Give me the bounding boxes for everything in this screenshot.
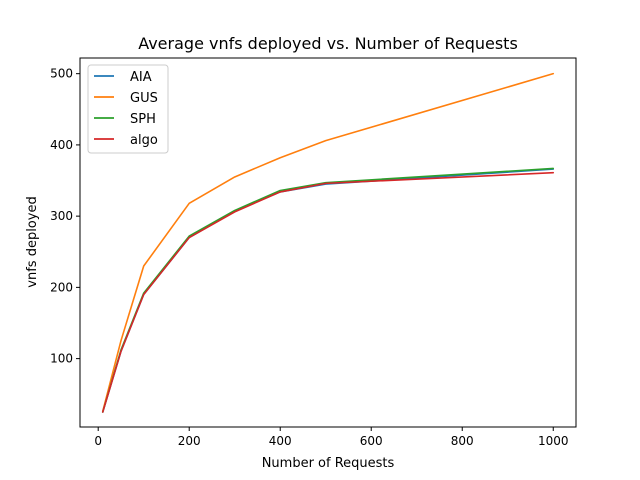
x-tick-label: 200	[178, 434, 201, 448]
x-tick-label: 800	[451, 434, 474, 448]
y-tick-label: 200	[50, 280, 73, 294]
legend-label-sph: SPH	[130, 112, 156, 127]
legend-box	[87, 64, 169, 154]
y-tick-label: 300	[50, 209, 73, 223]
series-line-algo	[101, 171, 555, 413]
chart-title: Average vnfs deployed vs. Number of Requ…	[138, 34, 518, 53]
x-tick-label: 600	[360, 434, 383, 448]
series-line-gus	[101, 72, 555, 413]
x-tick-label: 1000	[538, 434, 569, 448]
x-axis-label: Number of Requests	[262, 456, 395, 471]
y-axis: 100 200 300 400 500	[50, 67, 80, 366]
plot-frame	[79, 57, 577, 428]
y-tick-label: 100	[50, 352, 73, 366]
legend-label-aia: AIA	[130, 70, 152, 85]
y-tick-label: 400	[50, 138, 73, 152]
y-axis-label: vnfs deployed	[25, 196, 40, 287]
legend-label-gus: GUS	[130, 91, 158, 106]
series-line-aia	[101, 168, 555, 413]
series-line-sph	[101, 167, 555, 413]
x-axis: 0 200 400 600 800 1000	[94, 427, 569, 448]
x-tick-label: 0	[94, 434, 102, 448]
x-tick-label: 400	[269, 434, 292, 448]
series-layer	[101, 72, 555, 413]
legend-label-algo: algo	[130, 133, 158, 148]
y-tick-label: 500	[50, 67, 73, 81]
legend: AIA GUS SPH algo	[87, 64, 169, 154]
